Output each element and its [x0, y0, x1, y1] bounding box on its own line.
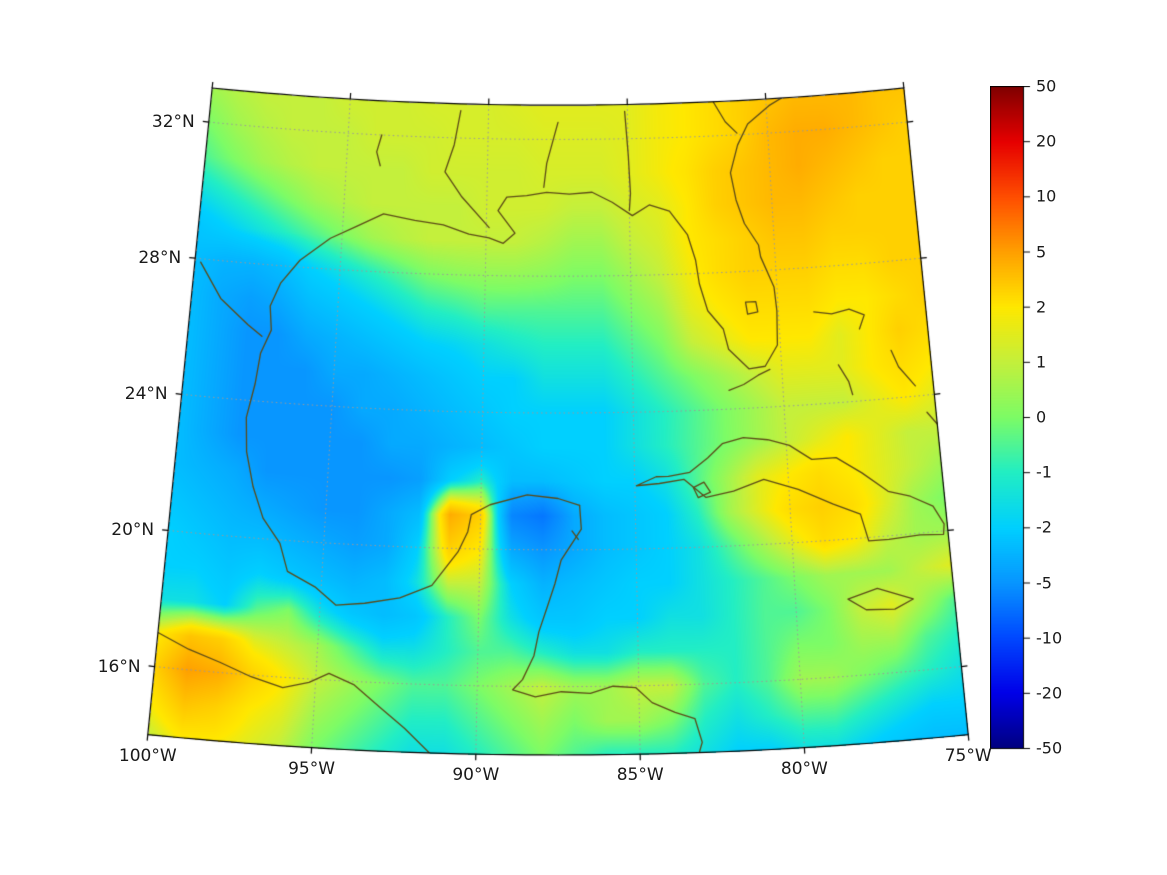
colorbar	[990, 86, 1031, 750]
